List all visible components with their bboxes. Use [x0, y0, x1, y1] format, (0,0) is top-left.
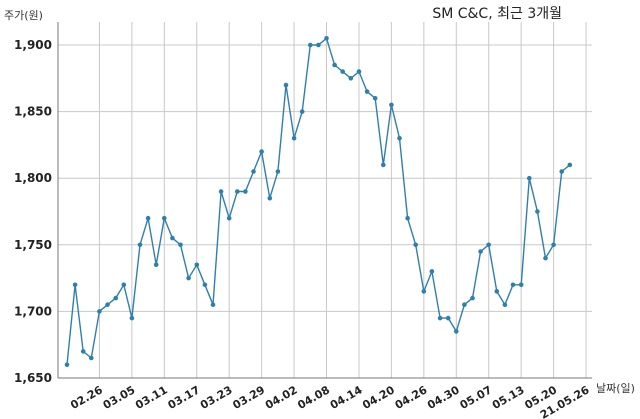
x-tick-label: 04.08 [295, 383, 332, 412]
x-tick-label: 04.30 [425, 383, 462, 412]
x-tick-labels: 02.2603.0503.1103.1703.2303.2904.0204.08… [68, 383, 592, 419]
axes [57, 22, 592, 379]
data-point [186, 275, 191, 281]
data-point [291, 135, 297, 141]
data-point [153, 262, 159, 268]
x-tick-label: 05.13 [490, 383, 527, 412]
price-points [64, 36, 573, 368]
data-point [348, 76, 354, 81]
data-point [162, 215, 167, 221]
chart-title: SM C&C, 최근 3개월 [432, 6, 562, 22]
data-point [145, 215, 151, 221]
x-tick-label: 03.17 [166, 383, 203, 412]
y-tick-label: 1,750 [14, 238, 52, 252]
data-point [129, 315, 135, 321]
data-point [494, 289, 500, 294]
data-point [551, 242, 556, 248]
data-point [332, 62, 337, 68]
x-tick-label: 03.23 [198, 383, 235, 412]
data-point [210, 302, 216, 308]
data-point [218, 189, 224, 194]
data-point [429, 269, 435, 274]
data-point [421, 289, 427, 294]
data-point [105, 302, 110, 308]
data-point [397, 135, 402, 141]
x-axis-label: 날짜(일) [596, 381, 635, 395]
y-tick-label: 1,800 [14, 171, 52, 185]
data-point [486, 242, 492, 248]
y-axis-label: 주가(원) [4, 9, 43, 22]
data-point [535, 209, 540, 214]
data-point [454, 329, 459, 334]
data-point [316, 42, 321, 48]
data-point [356, 69, 362, 74]
data-point [445, 315, 451, 321]
x-tick-label: 03.11 [133, 383, 170, 412]
data-point [283, 82, 289, 88]
data-point [381, 162, 386, 168]
x-tick-label: 02.26 [68, 383, 105, 412]
data-point [299, 109, 305, 114]
data-point [389, 102, 394, 108]
data-point [243, 189, 248, 194]
data-point [194, 262, 200, 268]
data-point [89, 355, 94, 361]
grid [58, 22, 592, 379]
data-point [502, 302, 508, 308]
data-point [405, 215, 410, 221]
data-point [275, 169, 281, 174]
data-point [543, 255, 548, 261]
data-point [72, 282, 78, 288]
data-point [178, 242, 183, 248]
data-point [527, 175, 532, 181]
x-tick-label: 04.26 [393, 383, 430, 412]
x-tick-label: 04.14 [328, 383, 365, 412]
data-point [80, 349, 86, 354]
data-point [202, 282, 208, 288]
data-point [364, 89, 370, 94]
y-tick-label: 1,650 [14, 371, 52, 385]
data-point [251, 169, 256, 174]
data-point [478, 249, 483, 254]
data-point [324, 36, 329, 41]
data-point [437, 315, 443, 321]
x-tick-label: 04.02 [263, 383, 300, 412]
data-point [510, 282, 516, 288]
y-tick-label: 1,850 [14, 105, 52, 119]
data-point [97, 309, 102, 314]
data-point [372, 96, 378, 101]
x-tick-label: 05.07 [458, 383, 495, 412]
price-series-line [66, 37, 571, 365]
data-point [137, 242, 143, 248]
data-point [235, 189, 240, 194]
data-point [340, 69, 346, 74]
data-point [64, 362, 70, 368]
data-point [470, 295, 475, 301]
data-point [121, 282, 127, 288]
data-point [413, 242, 419, 248]
data-point [462, 302, 467, 308]
x-tick-label: 04.20 [360, 383, 397, 412]
data-point [170, 235, 175, 241]
data-point [567, 162, 573, 168]
data-point [308, 42, 313, 48]
x-tick-label: 03.05 [101, 383, 138, 412]
y-tick-labels: 1,650 1,700 1,750 1,800 1,850 1,900 [14, 38, 52, 385]
data-point [259, 149, 264, 154]
data-point [267, 195, 273, 201]
y-tick-label: 1,900 [14, 38, 52, 52]
y-tick-label: 1,700 [14, 304, 52, 318]
x-tick-label: 03.29 [231, 383, 268, 412]
data-point [559, 169, 564, 174]
data-point [226, 215, 232, 221]
data-point [113, 295, 118, 301]
data-point [518, 282, 524, 288]
